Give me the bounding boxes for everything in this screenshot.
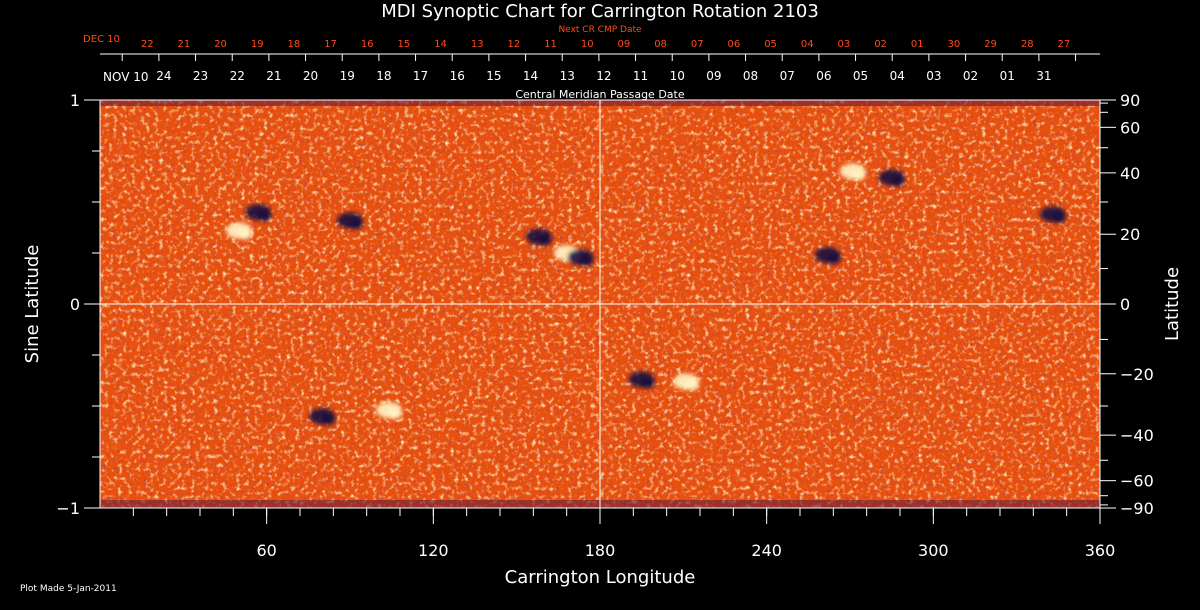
lat-tick-label: 90: [1120, 91, 1140, 110]
next-cr-date-label: 08: [654, 39, 667, 50]
plot-made-note: Plot Made 5-Jan-2011: [20, 584, 117, 594]
next-cr-date-label: 30: [948, 39, 961, 50]
next-cr-date-label: 27: [1058, 39, 1071, 50]
x-tick-label: 240: [751, 541, 782, 560]
cmp-date-label: 31: [1036, 69, 1051, 83]
lat-tick-label: −20: [1120, 365, 1154, 384]
next-cr-date-label: 21: [178, 39, 191, 50]
next-cr-date-label: 16: [361, 39, 374, 50]
next-cr-axis-title: Next CR CMP Date: [558, 25, 642, 35]
next-cr-date-label: 13: [471, 39, 484, 50]
x-tick-label: 180: [585, 541, 616, 560]
left-axis: −1 0 1: [56, 91, 100, 518]
next-cr-date-label: 10: [581, 39, 594, 50]
active-regions: [225, 163, 1066, 426]
lat-tick-label: −60: [1120, 472, 1154, 491]
x-tick-label: 120: [418, 541, 449, 560]
lat-tick-label: 40: [1120, 164, 1140, 183]
lat-tick-label: 20: [1120, 225, 1140, 244]
lat-tick-label: −90: [1120, 499, 1154, 518]
next-cr-date-label: 28: [1021, 39, 1034, 50]
chart-title: MDI Synoptic Chart for Carrington Rotati…: [381, 1, 819, 22]
next-cr-date-label: 03: [838, 39, 851, 50]
y-tick-label: 1: [70, 91, 80, 110]
cmp-date-label: 03: [926, 69, 941, 83]
cmp-date-label: 01: [1000, 69, 1015, 83]
cmp-date-label: 13: [560, 69, 575, 83]
next-cr-ticks: [121, 54, 1077, 61]
cmp-date-label: 21: [266, 69, 281, 83]
negative-flux-region: [890, 176, 905, 187]
positive-flux-region: [237, 229, 252, 240]
next-cr-date-labels: 22 21 20 19 18 17 16 15 14 13 12 11 10 09 08 07 06 05 04 03…: [141, 39, 1070, 50]
cmp-date-label: 10: [670, 69, 685, 83]
next-cr-date-label: 20: [214, 39, 227, 50]
next-cr-month-label: DEC 10: [83, 34, 120, 45]
next-cr-date-label: 18: [288, 39, 301, 50]
next-cr-date-label: 11: [544, 39, 557, 50]
cmp-date-label: 16: [450, 69, 465, 83]
lat-tick-label: 60: [1120, 118, 1140, 137]
cmp-date-label: 19: [340, 69, 355, 83]
negative-flux-region: [1051, 213, 1066, 224]
next-cr-date-label: 02: [874, 39, 887, 50]
cmp-date-label: 14: [523, 69, 538, 83]
negative-flux-region: [537, 235, 552, 246]
next-cr-date-label: 19: [251, 39, 264, 50]
positive-flux-region: [851, 170, 866, 181]
next-cr-date-label: 29: [984, 39, 997, 50]
cmp-date-label: 05: [853, 69, 868, 83]
y-tick-label: 0: [70, 295, 80, 314]
bottom-axis: 60 120 180 240 300 360: [132, 508, 1116, 560]
next-cr-date-label: 22: [141, 39, 154, 50]
lat-tick-label: 0: [1120, 295, 1130, 314]
cmp-date-label: 11: [633, 69, 648, 83]
cmp-date-label: 15: [486, 69, 501, 83]
cmp-date-label: 07: [780, 69, 795, 83]
negative-flux-region: [349, 219, 363, 230]
next-cr-date-label: 04: [801, 39, 814, 50]
cmp-date-label: 18: [376, 69, 391, 83]
negative-flux-region: [579, 256, 594, 267]
cmp-date-labels: 24 23 22 21 20 19 18 17 16 15 14 13 12 11 10 09 08 07 06 05…: [156, 69, 1051, 83]
negative-flux-region: [321, 415, 336, 426]
cmp-date-label: 04: [890, 69, 905, 83]
cmp-date-label: 22: [230, 69, 245, 83]
cmp-axis-title: Central Meridian Passage Date: [515, 88, 684, 101]
x-tick-label: 300: [918, 541, 949, 560]
next-cr-date-label: 14: [434, 39, 447, 50]
next-cr-date-label: 01: [911, 39, 924, 50]
cmp-date-label: 02: [963, 69, 978, 83]
negative-flux-region: [257, 211, 272, 222]
x-tick-label: 60: [256, 541, 276, 560]
right-axis: 90 60 40 20 0 −20 −40 −60 −90: [1100, 91, 1154, 518]
y2-axis-label: Latitude: [1162, 267, 1183, 341]
next-cr-date-label: 07: [691, 39, 704, 50]
cmp-date-label: 17: [413, 69, 428, 83]
cmp-date-label: 12: [596, 69, 611, 83]
lat-tick-label: −40: [1120, 426, 1154, 445]
cmp-month-label: NOV 10: [103, 70, 149, 84]
cmp-date-label: 24: [156, 69, 171, 83]
next-cr-date-label: 06: [728, 39, 741, 50]
cmp-date-label: 08: [743, 69, 758, 83]
negative-flux-region: [640, 378, 655, 389]
next-cr-date-label: 15: [398, 39, 411, 50]
x-axis-label: Carrington Longitude: [505, 567, 696, 588]
cmp-date-label: 09: [706, 69, 721, 83]
next-cr-date-label: 17: [324, 39, 337, 50]
next-cr-date-label: 09: [618, 39, 631, 50]
x-tick-label: 360: [1085, 541, 1116, 560]
next-cr-date-label: 05: [764, 39, 777, 50]
positive-flux-region: [685, 380, 700, 391]
cmp-date-label: 06: [816, 69, 831, 83]
next-cr-date-label: 12: [508, 39, 521, 50]
y-axis-label: Sine Latitude: [22, 245, 43, 364]
cmp-date-label: 23: [193, 69, 208, 83]
positive-flux-region: [387, 409, 402, 420]
cmp-date-label: 20: [303, 69, 318, 83]
y-tick-label: −1: [56, 499, 80, 518]
negative-flux-region: [826, 254, 841, 265]
